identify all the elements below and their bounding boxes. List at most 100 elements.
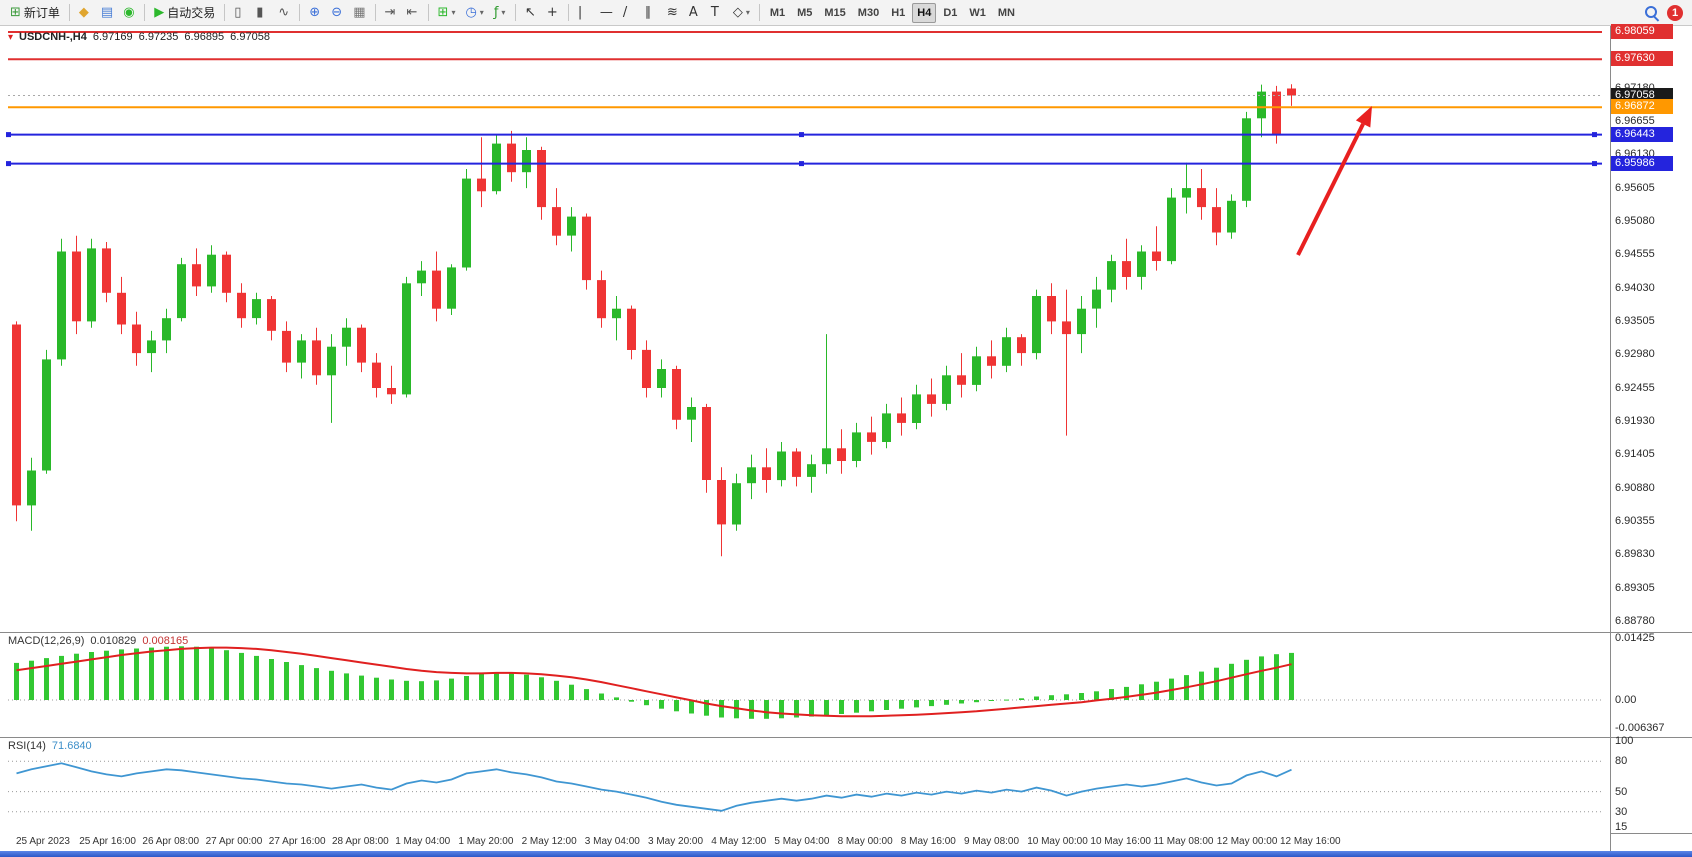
macd-main-value: 0.010829 bbox=[90, 635, 137, 647]
candle bbox=[732, 473, 741, 531]
macd-bar bbox=[44, 658, 49, 700]
candle bbox=[417, 261, 426, 296]
new-order-button[interactable]: ⊞ 新订单 bbox=[6, 2, 64, 24]
timeframe-h4-button[interactable]: H4 bbox=[912, 2, 937, 23]
candle bbox=[702, 403, 711, 493]
search-icon[interactable] bbox=[1644, 5, 1659, 20]
chart-low-value: 6.96895 bbox=[184, 31, 225, 43]
time-label: 12 May 16:00 bbox=[1280, 836, 1341, 847]
timeframe-w1-button[interactable]: W1 bbox=[964, 3, 991, 23]
candle bbox=[282, 321, 291, 373]
timeframe-h1-button[interactable]: H1 bbox=[886, 3, 910, 23]
price-axis-border bbox=[1610, 26, 1611, 851]
candle bbox=[642, 340, 651, 398]
objects-button[interactable]: ◇ ▾ bbox=[729, 2, 754, 24]
grid-button[interactable]: ▦ bbox=[349, 2, 369, 24]
notification-badge[interactable]: 1 bbox=[1667, 4, 1683, 21]
timeframe-m5-button[interactable]: M5 bbox=[792, 3, 817, 23]
label-button[interactable]: T bbox=[707, 2, 727, 24]
one-click-trading-toggle[interactable]: ▾ bbox=[8, 31, 14, 43]
pane-separator-rsi[interactable] bbox=[0, 737, 1692, 738]
horizontal-line-button[interactable]: — bbox=[596, 2, 617, 24]
macd-bar bbox=[1064, 694, 1069, 700]
community-button[interactable]: ◉ bbox=[119, 2, 139, 24]
trend-arrow-object[interactable] bbox=[1296, 123, 1365, 256]
algo-trading-button[interactable]: ▶ 自动交易 bbox=[150, 2, 219, 24]
macd-bar bbox=[209, 648, 214, 700]
metaeditor-button[interactable]: ◆ bbox=[75, 2, 95, 24]
line-handle[interactable] bbox=[1592, 161, 1597, 167]
candle bbox=[942, 365, 951, 411]
vertical-line-button[interactable]: | bbox=[574, 2, 594, 24]
axis-tick: 6.89305 bbox=[1615, 581, 1655, 594]
candle bbox=[432, 251, 441, 322]
candle bbox=[1257, 84, 1266, 138]
timeframe-mn-button[interactable]: MN bbox=[993, 3, 1020, 23]
channel-button[interactable]: ∥ bbox=[641, 2, 661, 24]
candle bbox=[1182, 162, 1191, 214]
candle bbox=[882, 403, 891, 449]
candle bbox=[342, 318, 351, 366]
cursor-button[interactable]: ↖ bbox=[521, 2, 541, 24]
line-handle[interactable] bbox=[6, 132, 11, 138]
chart-candles-button[interactable]: ▮ bbox=[252, 2, 272, 24]
macd-bar bbox=[959, 700, 964, 704]
price-axis[interactable]: 6.971806.966556.961306.956056.950806.945… bbox=[1611, 0, 1692, 857]
fibonacci-button[interactable]: ≋ bbox=[663, 2, 683, 24]
macd-bar bbox=[554, 680, 559, 700]
macd-bar bbox=[449, 678, 454, 700]
auto-scroll-button[interactable]: ⇥ bbox=[381, 2, 401, 24]
timeframe-d1-button[interactable]: D1 bbox=[938, 3, 962, 23]
indicators-menu-button[interactable]: ƒ ▾ bbox=[490, 2, 510, 24]
pane-separator-macd[interactable] bbox=[0, 632, 1692, 633]
line-handle[interactable] bbox=[6, 161, 11, 167]
time-label: 5 May 04:00 bbox=[774, 836, 830, 847]
text-button[interactable]: A bbox=[685, 2, 705, 24]
time-axis[interactable]: 25 Apr 2023 25 Apr 16:00 26 Apr 08:00 27 Ap… bbox=[0, 833, 1610, 852]
macd-bar bbox=[254, 655, 259, 700]
chart-line-button[interactable]: ∿ bbox=[274, 2, 294, 24]
chart-line-icon: ∿ bbox=[278, 5, 290, 20]
rsi-plot[interactable] bbox=[0, 737, 1610, 833]
zoom-in-button[interactable]: ⊕ bbox=[305, 2, 325, 24]
candle bbox=[762, 448, 771, 493]
macd-bar bbox=[1094, 691, 1099, 700]
new-chart-button[interactable]: ⊞ ▾ bbox=[434, 2, 460, 24]
candle bbox=[1017, 334, 1026, 366]
time-label: 1 May 20:00 bbox=[458, 836, 514, 847]
axis-tick: 6.92980 bbox=[1615, 348, 1655, 361]
line-handle[interactable] bbox=[1592, 132, 1597, 138]
macd-bar bbox=[1259, 656, 1264, 700]
chart-open-value: 6.97169 bbox=[92, 31, 133, 43]
macd-plot[interactable] bbox=[0, 632, 1610, 737]
crosshair-button[interactable]: + bbox=[543, 2, 563, 24]
trend-arrow-head[interactable] bbox=[1355, 106, 1372, 128]
time-label: 2 May 12:00 bbox=[521, 836, 577, 847]
timeframe-m15-button[interactable]: M15 bbox=[819, 3, 850, 23]
macd-bar bbox=[1019, 698, 1024, 700]
candle bbox=[252, 292, 261, 325]
macd-bar bbox=[59, 655, 64, 700]
horizontal-line-icon: — bbox=[599, 5, 613, 20]
toolbar-separator bbox=[224, 4, 226, 21]
timeframe-m1-button[interactable]: M1 bbox=[765, 3, 790, 23]
line-handle[interactable] bbox=[799, 132, 804, 138]
zoom-out-button[interactable]: ⊖ bbox=[327, 2, 347, 24]
time-label: 11 May 08:00 bbox=[1153, 836, 1214, 847]
line-handle[interactable] bbox=[799, 161, 804, 167]
chart-bars-button[interactable]: ▯ bbox=[230, 2, 250, 24]
macd-bar bbox=[494, 672, 499, 700]
rsi-line bbox=[16, 762, 1292, 812]
macd-bar bbox=[464, 676, 469, 700]
depth-of-market-button[interactable]: ▤ bbox=[97, 2, 117, 24]
timeframe-m30-button[interactable]: M30 bbox=[853, 3, 884, 23]
macd-bar bbox=[1079, 693, 1084, 700]
macd-bar bbox=[884, 700, 889, 710]
candle bbox=[837, 429, 846, 474]
candlestick-plot[interactable] bbox=[0, 26, 1610, 632]
timeframes-menu-button[interactable]: ◷ ▾ bbox=[461, 2, 487, 24]
chart-shift-button[interactable]: ⇤ bbox=[403, 2, 423, 24]
macd-bar bbox=[1109, 689, 1114, 700]
candle bbox=[1107, 254, 1116, 303]
trendline-button[interactable]: / bbox=[619, 2, 639, 24]
